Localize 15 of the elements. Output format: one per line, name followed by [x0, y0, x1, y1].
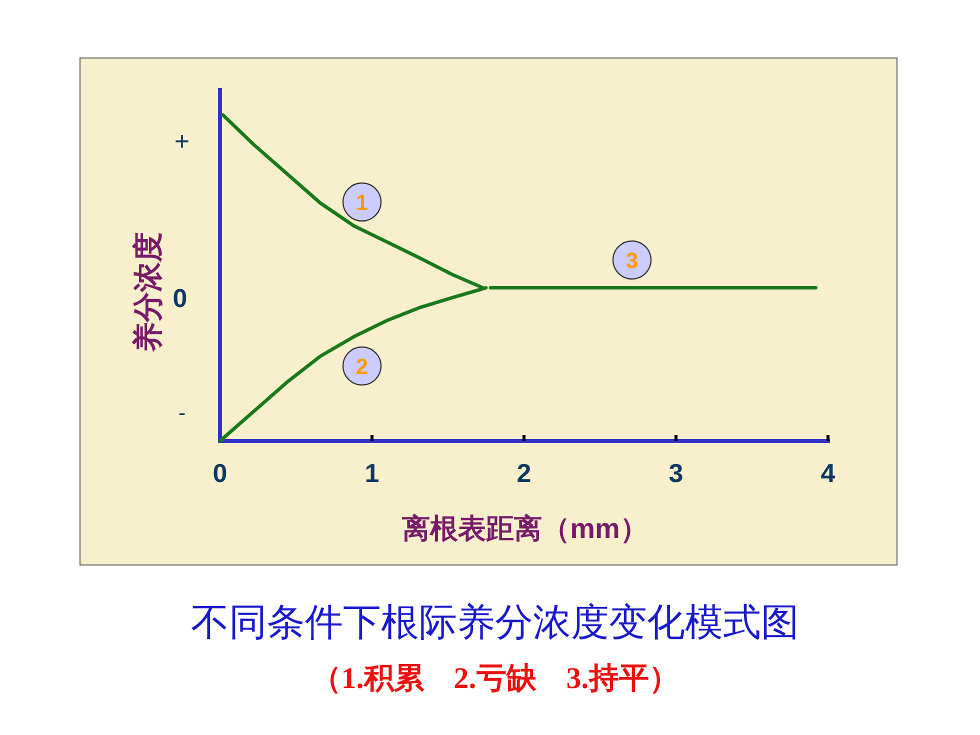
x-tick-label: 3: [668, 458, 684, 488]
text: 不同条件下根际养分浓度变化模式图: [191, 602, 799, 644]
series-label: 1: [356, 190, 368, 215]
x-tick-label: 4: [820, 458, 836, 488]
y-axis-title: 养分浓度: [131, 232, 165, 353]
text: （1.积累 2.亏缺 3.持平）: [311, 662, 679, 695]
text: +: [174, 126, 190, 156]
text: -: [178, 400, 186, 425]
x-tick-label: 2: [516, 458, 532, 488]
x-tick-label: 1: [364, 458, 380, 488]
series-label: 2: [356, 354, 368, 379]
x-tick-label: 0: [212, 458, 228, 488]
text: 0: [172, 283, 188, 313]
x-axis-title: 离根表距离（mm）: [401, 513, 648, 544]
series-label: 3: [626, 248, 638, 273]
